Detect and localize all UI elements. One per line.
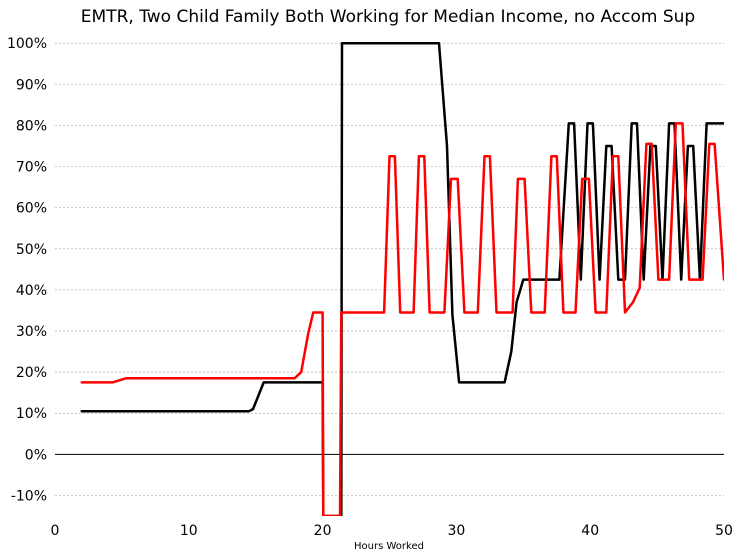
y-tick-label: 80% bbox=[16, 118, 47, 134]
y-tick-label: 50% bbox=[16, 242, 47, 258]
y-tick-label: 70% bbox=[16, 160, 47, 176]
x-tick-label: 0 bbox=[51, 523, 60, 539]
y-tick-label: 0% bbox=[25, 447, 47, 463]
y-tick-label: 10% bbox=[16, 406, 47, 422]
series-line-2 bbox=[80, 122, 724, 516]
x-tick-label: 40 bbox=[581, 523, 599, 539]
chart-title: EMTR, Two Child Family Both Working for … bbox=[81, 7, 695, 27]
x-tick-label: 10 bbox=[180, 523, 198, 539]
series-line-1 bbox=[80, 41, 724, 516]
x-tick-label: 20 bbox=[314, 523, 332, 539]
x-tick-label: 30 bbox=[447, 523, 465, 539]
y-tick-label: 20% bbox=[16, 365, 47, 381]
x-axis-ticks: 0 10 20 30 40 50 bbox=[51, 523, 733, 539]
y-tick-label: 90% bbox=[16, 77, 47, 93]
y-tick-label: -10% bbox=[11, 488, 47, 504]
y-axis-ticks: -10% 0% 10% 20% 30% 40% 50% 60% 70% 80% 90% 100% bbox=[7, 36, 47, 504]
y-tick-label: 100% bbox=[7, 36, 47, 52]
x-tick-label: 50 bbox=[715, 523, 733, 539]
series-group bbox=[80, 41, 724, 516]
x-axis-label: Hours Worked bbox=[354, 541, 424, 552]
y-tick-label: 40% bbox=[16, 283, 47, 299]
y-tick-label: 60% bbox=[16, 201, 47, 217]
y-tick-label: 30% bbox=[16, 324, 47, 340]
